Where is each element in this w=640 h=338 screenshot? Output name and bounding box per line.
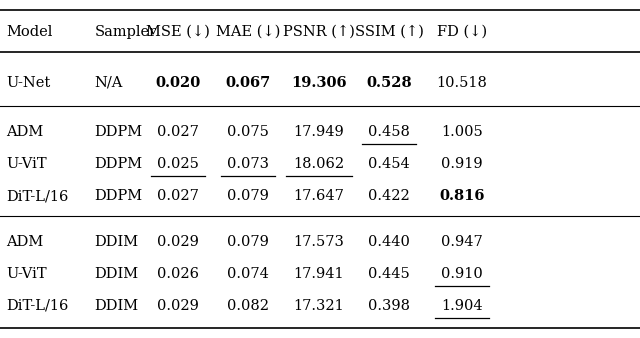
Text: ADM: ADM <box>6 125 44 139</box>
Text: DDPM: DDPM <box>95 125 143 139</box>
Text: 0.029: 0.029 <box>157 299 199 313</box>
Text: 0.528: 0.528 <box>366 76 412 90</box>
Text: 0.816: 0.816 <box>439 189 485 203</box>
Text: 17.573: 17.573 <box>293 235 344 249</box>
Text: 0.445: 0.445 <box>368 267 410 281</box>
Text: N/A: N/A <box>95 76 123 90</box>
Text: 0.082: 0.082 <box>227 299 269 313</box>
Text: MSE (↓): MSE (↓) <box>146 25 210 39</box>
Text: 17.949: 17.949 <box>293 125 344 139</box>
Text: MAE (↓): MAE (↓) <box>216 25 280 39</box>
Text: 0.458: 0.458 <box>368 125 410 139</box>
Text: 18.062: 18.062 <box>293 157 344 171</box>
Text: U-Net: U-Net <box>6 76 51 90</box>
Text: FD (↓): FD (↓) <box>437 25 487 39</box>
Text: 17.647: 17.647 <box>293 189 344 203</box>
Text: PSNR (↑): PSNR (↑) <box>283 25 355 39</box>
Text: DDIM: DDIM <box>95 299 139 313</box>
Text: Model: Model <box>6 25 52 39</box>
Text: 0.454: 0.454 <box>368 157 410 171</box>
Text: 0.027: 0.027 <box>157 189 199 203</box>
Text: 17.941: 17.941 <box>293 267 344 281</box>
Text: U-ViT: U-ViT <box>6 157 47 171</box>
Text: DDIM: DDIM <box>95 235 139 249</box>
Text: 0.026: 0.026 <box>157 267 199 281</box>
Text: 10.518: 10.518 <box>436 76 488 90</box>
Text: SSIM (↑): SSIM (↑) <box>355 25 424 39</box>
Text: 0.398: 0.398 <box>368 299 410 313</box>
Text: 0.075: 0.075 <box>227 125 269 139</box>
Text: 0.020: 0.020 <box>156 76 200 90</box>
Text: 0.025: 0.025 <box>157 157 199 171</box>
Text: 0.079: 0.079 <box>227 235 269 249</box>
Text: 0.079: 0.079 <box>227 189 269 203</box>
Text: 17.321: 17.321 <box>293 299 344 313</box>
Text: 1.005: 1.005 <box>441 125 483 139</box>
Text: 0.910: 0.910 <box>441 267 483 281</box>
Text: 0.947: 0.947 <box>441 235 483 249</box>
Text: DiT-L/16: DiT-L/16 <box>6 299 68 313</box>
Text: 0.029: 0.029 <box>157 235 199 249</box>
Text: 0.422: 0.422 <box>368 189 410 203</box>
Text: 0.074: 0.074 <box>227 267 269 281</box>
Text: DDIM: DDIM <box>95 267 139 281</box>
Text: 19.306: 19.306 <box>291 76 346 90</box>
Text: 1.904: 1.904 <box>441 299 483 313</box>
Text: DiT-L/16: DiT-L/16 <box>6 189 68 203</box>
Text: 0.027: 0.027 <box>157 125 199 139</box>
Text: 0.067: 0.067 <box>226 76 271 90</box>
Text: DDPM: DDPM <box>95 189 143 203</box>
Text: 0.440: 0.440 <box>368 235 410 249</box>
Text: Sampler: Sampler <box>95 25 157 39</box>
Text: ADM: ADM <box>6 235 44 249</box>
Text: 0.919: 0.919 <box>441 157 483 171</box>
Text: U-ViT: U-ViT <box>6 267 47 281</box>
Text: DDPM: DDPM <box>95 157 143 171</box>
Text: 0.073: 0.073 <box>227 157 269 171</box>
